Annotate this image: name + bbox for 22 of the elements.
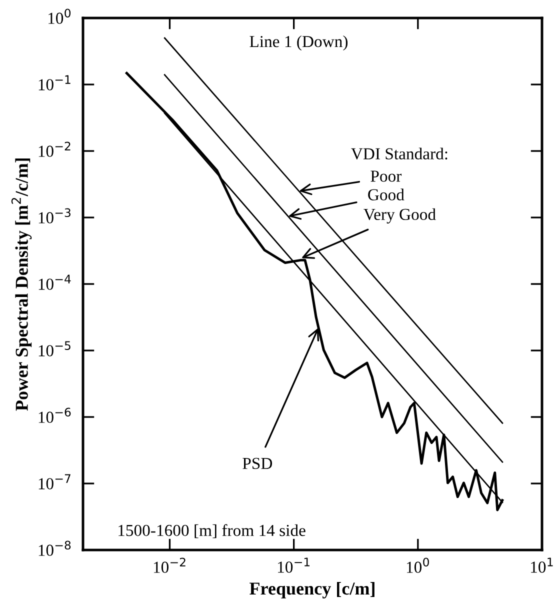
annotation: Poor	[370, 170, 402, 182]
y-tick-label: 10$^{−3}$	[38, 208, 70, 224]
x-tick-label: 10$^{−1}$	[278, 558, 310, 573]
annotation: PSD	[242, 458, 272, 470]
x-tick-label: 10$^{1}$	[531, 558, 553, 573]
y-tick-label: 10$^{−8}$	[38, 540, 71, 556]
y-tick-label: 10$^{−2}$	[38, 142, 70, 157]
annotation: 1500-1600 [m] from 14 side	[118, 524, 306, 538]
x-tick-label: 10$^{−2}$	[154, 558, 186, 573]
y-tick-label: 10$^{−5}$	[38, 341, 70, 356]
annotation: Line 1 (Down)	[250, 35, 348, 51]
y-tick-label: 10$^{−7}$	[38, 474, 70, 490]
y-axis-title: Power Spectral Density [m$^{2}$/c/m]	[11, 158, 32, 411]
y-tick-label: 10$^{0}$	[48, 8, 71, 24]
x-axis-title: Frequency [c/m]	[250, 582, 374, 598]
annotation: VDI Standard:	[351, 148, 448, 160]
annotation: Good	[368, 188, 404, 200]
y-tick-label: 10$^{−6}$	[38, 408, 71, 423]
annotation: Very Good	[364, 208, 436, 224]
y-tick-label: 10$^{−4}$	[38, 274, 71, 290]
x-tick-label: 10$^{0}$	[406, 558, 429, 573]
y-tick-label: 10$^{−1}$	[38, 75, 70, 90]
